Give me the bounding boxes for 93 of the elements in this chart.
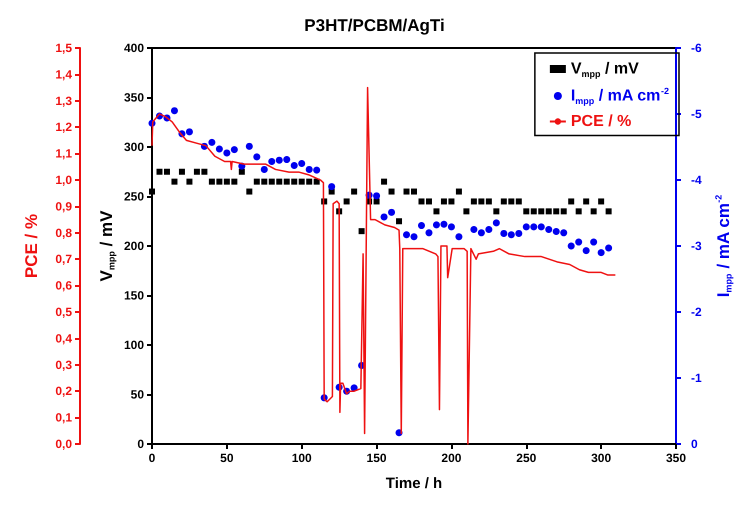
- x-tick-label: 300: [591, 451, 612, 465]
- y3-tick-label: 0,4: [55, 331, 72, 346]
- point: [223, 149, 230, 156]
- x-tick-label: 150: [366, 451, 387, 465]
- y2-tick-label: -5: [691, 107, 702, 121]
- point: [373, 192, 380, 200]
- point: [380, 213, 388, 220]
- point: [448, 223, 455, 230]
- legend-label: PCE / %: [570, 113, 632, 130]
- y3-tick-label: 1,5: [55, 41, 72, 55]
- point: [313, 166, 320, 174]
- point: [455, 233, 462, 240]
- y-tick-label: 300: [124, 140, 144, 154]
- point: [598, 249, 605, 256]
- y3-tick-label: 1,2: [55, 120, 72, 134]
- point: [485, 226, 492, 233]
- point: [538, 223, 545, 230]
- y3-tick-label: 1,0: [55, 173, 72, 187]
- x-axis-title: Time / h: [386, 475, 442, 492]
- point: [552, 228, 560, 235]
- point: [260, 166, 268, 173]
- point: [478, 229, 485, 236]
- y3-tick-label: 0,7: [55, 252, 72, 266]
- x-tick-label: 0: [148, 451, 156, 465]
- point: [290, 162, 298, 169]
- x-tick-label: 50: [220, 451, 234, 465]
- point: [276, 156, 283, 164]
- y-tick-label: 0: [137, 437, 144, 451]
- point: [508, 231, 515, 238]
- point: [230, 146, 238, 154]
- point: [568, 242, 575, 250]
- y-tick-label: 100: [124, 338, 144, 352]
- point: [560, 229, 568, 236]
- y3-tick-label: 1,1: [55, 146, 72, 161]
- point: [425, 229, 432, 236]
- y2-tick-label: -1: [691, 371, 702, 385]
- point: [328, 183, 336, 190]
- y3-tick-label: 0,8: [55, 226, 72, 240]
- point: [410, 233, 418, 240]
- y3-tick-label: 1,4: [55, 67, 72, 82]
- y2-tick-label: 0: [691, 437, 698, 451]
- point: [605, 244, 612, 252]
- x-tick-label: 200: [441, 451, 462, 465]
- point: [545, 226, 552, 233]
- x-tick-label: 250: [516, 451, 537, 465]
- point: [216, 145, 223, 152]
- y-tick-label: 50: [130, 388, 144, 402]
- y3-tick-label: 0,1: [55, 410, 72, 425]
- point: [440, 220, 448, 228]
- point: [492, 219, 500, 226]
- y2-tick-label: -2: [691, 305, 702, 319]
- point: [403, 231, 410, 238]
- point: [418, 222, 425, 230]
- point: [582, 247, 590, 254]
- point: [590, 238, 598, 246]
- point: [170, 107, 178, 114]
- y2-tick-label: -6: [691, 41, 702, 55]
- point: [208, 138, 216, 146]
- point: [268, 158, 276, 166]
- point: [515, 230, 522, 237]
- y3-tick-label: 0,0: [55, 437, 72, 451]
- point: [575, 238, 582, 246]
- y3-tick-label: 0,5: [55, 305, 72, 319]
- point: [253, 153, 260, 160]
- y3-tick-label: 0,3: [55, 358, 72, 372]
- y3-tick-label: 1,3: [55, 94, 72, 108]
- point: [246, 142, 253, 150]
- chart-title: P3HT/PCBM/AgTi: [304, 16, 445, 35]
- y-tick-label: 350: [124, 90, 144, 104]
- y3-tick-label: 0,6: [55, 278, 72, 293]
- y-axis-title: Vmpp / mV: [97, 210, 116, 282]
- y-tick-label: 200: [124, 239, 144, 253]
- x-tick-label: 350: [666, 451, 686, 465]
- x-tick-label: 100: [292, 451, 312, 465]
- point: [500, 230, 508, 237]
- point: [470, 226, 478, 233]
- point: [306, 166, 313, 173]
- y3-tick-label: 0,2: [55, 384, 72, 398]
- y2-tick-label: -3: [691, 239, 702, 253]
- point: [283, 156, 290, 164]
- y2-axis-title: Impp / mA cm-2: [714, 194, 734, 298]
- y-tick-label: 150: [124, 288, 144, 302]
- point: [298, 160, 306, 167]
- point: [522, 223, 530, 230]
- y2-tick-label: -4: [691, 173, 702, 187]
- point: [530, 223, 538, 230]
- point: [432, 221, 440, 228]
- y3-axis-title: PCE / %: [22, 214, 41, 278]
- point: [186, 128, 193, 136]
- y-tick-label: 400: [124, 41, 144, 55]
- y-tick-label: 250: [124, 190, 144, 204]
- point: [388, 208, 396, 216]
- y3-tick-label: 0,9: [55, 199, 72, 214]
